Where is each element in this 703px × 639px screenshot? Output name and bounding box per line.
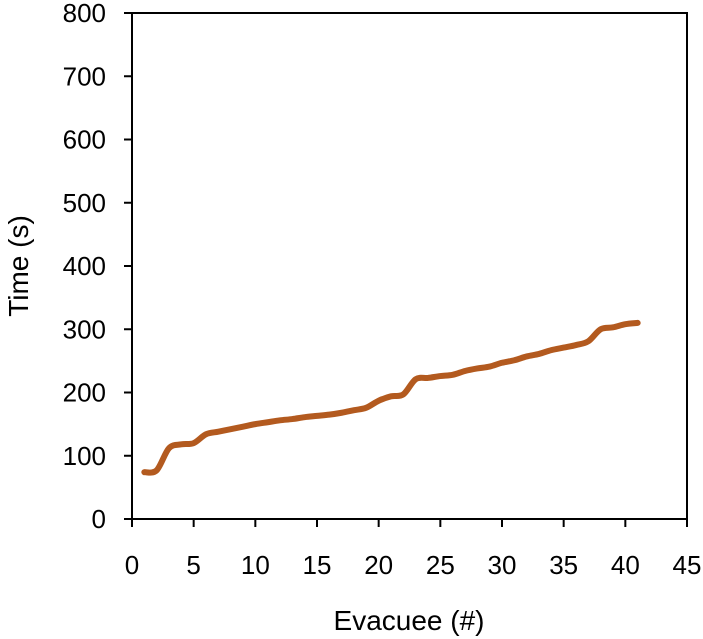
x-tick-label: 25 [426,550,455,580]
x-tick-label: 0 [125,550,139,580]
y-tick-label: 200 [63,378,106,408]
x-tick-label: 30 [488,550,517,580]
y-axis-title: Time (s) [3,215,34,317]
y-tick-label: 700 [63,61,106,91]
x-tick-label: 20 [364,550,393,580]
y-tick-label: 400 [63,251,106,281]
x-axis-title: Evacuee (#) [334,605,485,636]
y-tick-label: 500 [63,188,106,218]
x-tick-label: 15 [303,550,332,580]
x-tick-label: 40 [611,550,640,580]
x-tick-label: 5 [186,550,200,580]
x-tick-label: 45 [673,550,702,580]
y-tick-label: 0 [92,504,106,534]
y-axis: 0 100 200 300 400 500 600 700 800 [63,0,132,534]
x-tick-label: 10 [241,550,270,580]
y-tick-label: 800 [63,0,106,28]
axes-frame [131,12,688,520]
y-tick-label: 100 [63,441,106,471]
plot-frame [131,12,688,520]
series-line [141,319,641,476]
x-axis: 0 5 10 15 20 25 30 35 40 45 [125,519,702,580]
y-tick-label: 300 [63,314,106,344]
y-tick-label: 600 [63,125,106,155]
x-tick-label: 35 [549,550,578,580]
